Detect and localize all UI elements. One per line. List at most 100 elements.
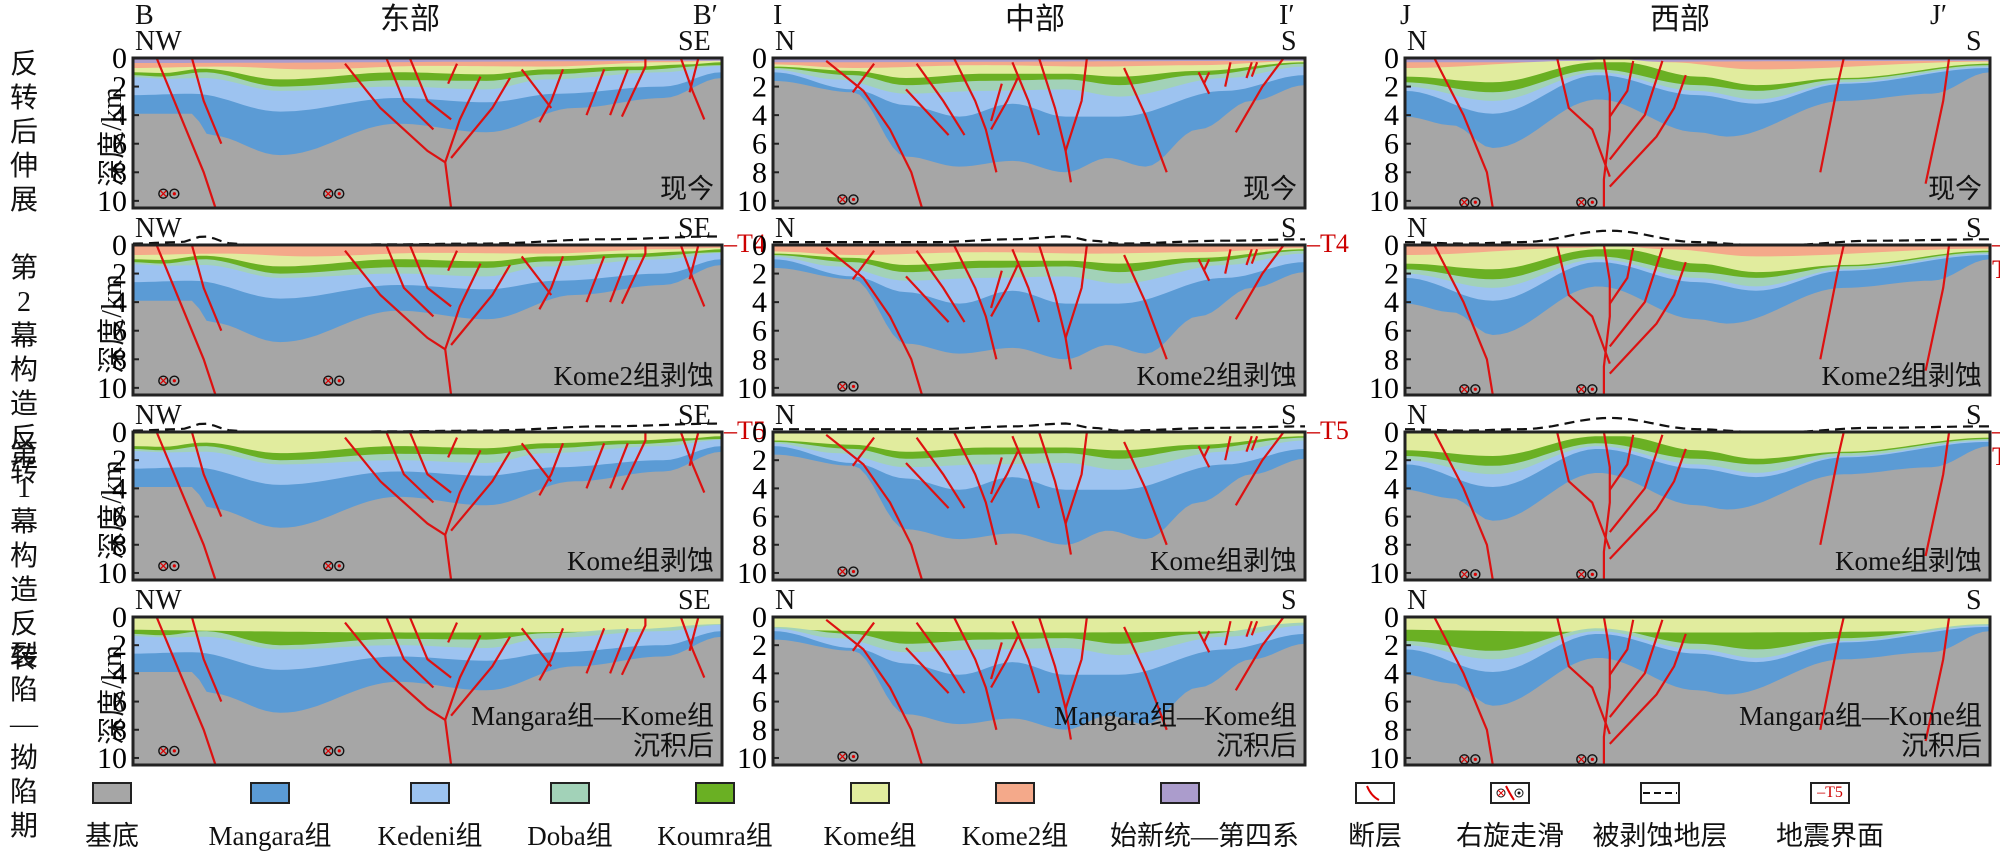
fault-line — [585, 256, 606, 303]
fault-line — [1123, 441, 1168, 546]
fault-line — [679, 244, 706, 307]
direction-start-label: N — [775, 400, 796, 431]
stage-label: 裂陷 —拗 陷期 — [4, 640, 44, 844]
fault-line — [385, 616, 435, 689]
fault-line — [1011, 248, 1041, 323]
panel-frame — [1403, 430, 1992, 582]
fault-line — [450, 636, 511, 717]
fault-line — [1224, 249, 1232, 274]
panel-frame — [1403, 56, 1992, 210]
y-tick-label: 6 — [1384, 501, 1399, 534]
fault-line — [1234, 431, 1285, 506]
legend-item: 基底 — [42, 778, 182, 853]
strike-slip-icon — [837, 194, 859, 205]
fault-line — [609, 627, 629, 674]
fault-line — [408, 431, 452, 494]
fault-line — [447, 437, 459, 458]
legend-swatch — [695, 782, 735, 804]
fault-line — [1202, 630, 1211, 643]
fault-line — [450, 264, 511, 346]
fault-icon — [1355, 782, 1395, 804]
stage-caption: Kome2组剥蚀 — [553, 361, 714, 391]
layer-base — [773, 267, 1305, 395]
fault-line — [620, 245, 647, 305]
y-tick-label: 10 — [1369, 557, 1399, 590]
fault-line — [538, 69, 565, 123]
y-tick-label: 0 — [752, 416, 767, 449]
y-tick-label: 10 — [97, 185, 127, 218]
fault-line — [952, 57, 998, 173]
y-tick-label: 0 — [1384, 42, 1399, 75]
fault-line — [520, 68, 553, 109]
y-tick-label: 6 — [112, 501, 127, 534]
y-tick-label: 6 — [752, 501, 767, 534]
fault-line — [1819, 57, 1845, 173]
marker-dash: – — [1307, 416, 1320, 445]
fault-line — [1123, 67, 1168, 173]
y-tick-label: 2 — [752, 71, 767, 104]
direction-start-label: NW — [135, 213, 182, 244]
fault-line — [190, 244, 223, 332]
section-end-j: J′ — [1930, 0, 1948, 31]
y-tick-label: 6 — [112, 315, 127, 348]
stage-label-line: 转 — [9, 83, 38, 114]
seismic-marker-dash: – — [1817, 784, 1826, 801]
stage-label-line: 幕构 — [9, 321, 38, 386]
fault-line — [585, 442, 606, 489]
seismic-horizon-icon: –T5 — [1810, 782, 1850, 804]
legend-swatch — [410, 782, 450, 804]
fault-line — [344, 621, 446, 721]
fault-line — [1608, 261, 1687, 375]
legend-swatch — [1160, 782, 1200, 804]
y-tick-label: 2 — [112, 71, 127, 104]
fault-line — [905, 647, 950, 694]
strike-slip-icon — [837, 566, 859, 577]
legend-label: Koumra组 — [657, 821, 773, 851]
fault-line — [905, 275, 950, 323]
layer-base — [133, 451, 722, 580]
fault-line — [1064, 57, 1088, 152]
section-end-i: I′ — [1279, 0, 1295, 31]
legend-label: 地震界面 — [1776, 821, 1884, 851]
y-tick-label: 8 — [112, 343, 127, 376]
marker-label: T4 — [1992, 255, 2000, 284]
legend-item: 右旋走滑 — [1440, 778, 1580, 853]
marker-label: T5 — [737, 416, 766, 445]
legend-label: 被剥蚀地层 — [1592, 821, 1728, 851]
legend-label: 右旋走滑 — [1456, 821, 1564, 851]
fault-line — [450, 77, 511, 159]
marker-dash: – — [724, 229, 737, 258]
fault-line — [1924, 244, 1951, 371]
y-tick-label: 6 — [1384, 315, 1399, 348]
fault-line — [1037, 431, 1072, 555]
y-tick-label: 10 — [97, 742, 127, 775]
y-tick-label: 8 — [752, 714, 767, 747]
direction-start-label: NW — [135, 26, 182, 57]
direction-start-label: NW — [135, 585, 182, 616]
fault-line — [609, 256, 629, 303]
fault-line — [905, 88, 950, 136]
marker-dash: – — [1307, 229, 1320, 258]
fault-line — [620, 58, 647, 118]
legend-label: 基底 — [85, 821, 139, 851]
fault-line — [679, 616, 706, 679]
fault-line — [444, 634, 482, 766]
fault-line — [520, 627, 553, 667]
legend-item: 断层 — [1305, 778, 1445, 853]
stage-caption: Kome2组剥蚀 — [1136, 361, 1297, 391]
legend-item: Kome组 — [800, 778, 940, 853]
layer-base — [773, 639, 1305, 765]
fault-line — [1037, 244, 1072, 370]
fault-line — [1556, 57, 1611, 177]
y-tick-label: 6 — [752, 315, 767, 348]
legend-swatch — [250, 782, 290, 804]
marker-dash: – — [1992, 229, 2000, 258]
panel-frame — [131, 615, 724, 767]
fault-line — [1250, 620, 1259, 636]
fault-line — [990, 83, 1003, 122]
y-tick-label: 8 — [112, 714, 127, 747]
layer-base — [1405, 259, 1990, 395]
